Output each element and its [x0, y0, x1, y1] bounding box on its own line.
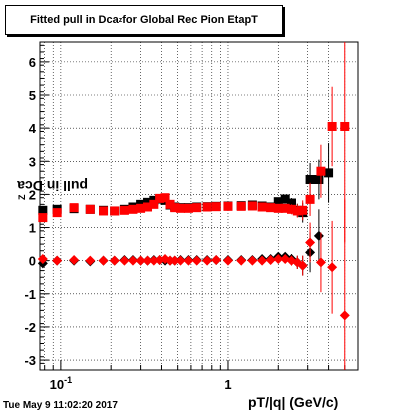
diamond-marker	[315, 257, 326, 268]
x-tick-label: 10-1	[50, 375, 72, 392]
diamond-marker	[169, 255, 180, 266]
square-marker	[143, 197, 153, 207]
square-marker	[340, 121, 350, 131]
square-marker	[305, 174, 315, 184]
square-marker	[136, 203, 146, 213]
square-marker	[280, 203, 290, 213]
square-marker	[165, 199, 175, 209]
square-marker	[99, 206, 109, 216]
square-marker	[110, 206, 120, 216]
y-axis-label-sub: Z	[16, 194, 27, 201]
square-marker	[266, 203, 276, 213]
chart-title: Fitted pull in Dca z for Global Rec Pion …	[5, 5, 283, 35]
square-marker	[211, 202, 221, 212]
y-tick-label: 3	[29, 154, 36, 169]
square-marker	[298, 205, 308, 215]
chart-title-suffix: for Global Rec Pion EtapT	[122, 14, 258, 26]
diamond-marker	[52, 255, 63, 266]
y-axis-label-text: pull in Dca	[17, 178, 88, 194]
square-marker	[273, 197, 283, 207]
square-marker	[155, 193, 165, 203]
diamond-marker	[236, 255, 247, 266]
square-marker	[38, 205, 48, 215]
y-tick-label: 5	[29, 88, 36, 103]
diamond-marker	[247, 255, 258, 266]
square-marker	[324, 168, 334, 178]
diamond-marker	[222, 255, 233, 266]
data-markers	[37, 42, 350, 370]
chart-title-prefix: Fitted pull in Dca	[30, 14, 119, 26]
diamond-marker	[183, 255, 194, 266]
square-marker	[170, 203, 180, 213]
diamond-marker	[85, 255, 96, 266]
chart-title-sub: z	[118, 16, 123, 24]
diamond-marker	[202, 255, 213, 266]
timestamp: Tue May 9 11:02:20 2017	[3, 400, 118, 411]
square-marker	[257, 202, 267, 212]
y-tick-label: -1	[24, 287, 36, 302]
diamond-marker	[339, 310, 350, 321]
diamond-marker	[327, 262, 338, 273]
diamond-marker	[211, 255, 222, 266]
diamond-marker	[313, 230, 324, 241]
diamond-marker	[98, 255, 109, 266]
diamond-marker	[305, 237, 316, 248]
diamond-marker	[297, 260, 308, 271]
diamond-marker	[135, 255, 146, 266]
square-marker	[280, 194, 290, 204]
x-axis-label: pT/|q| (GeV/c)	[248, 394, 339, 410]
square-marker	[305, 194, 315, 204]
square-marker	[202, 202, 212, 212]
diamond-marker	[109, 255, 120, 266]
square-marker	[160, 193, 170, 203]
diamond-marker	[154, 255, 165, 266]
y-tick-label: 6	[29, 55, 36, 70]
axis-ticks	[40, 44, 359, 371]
diamond-marker	[119, 255, 130, 266]
square-marker	[236, 201, 246, 211]
y-tick-label: 0	[29, 254, 36, 269]
square-marker	[143, 202, 153, 212]
diamond-marker	[148, 255, 159, 266]
diamond-marker	[127, 255, 138, 266]
square-marker	[316, 166, 326, 176]
square-marker	[287, 204, 297, 214]
square-marker	[314, 174, 324, 184]
square-marker	[192, 203, 202, 213]
square-marker	[273, 203, 283, 213]
square-marker	[327, 121, 337, 131]
x-tick-label: 1	[224, 377, 231, 392]
diamond-marker	[142, 255, 153, 266]
diamond-marker	[191, 255, 202, 266]
square-marker	[292, 206, 302, 216]
square-marker	[176, 203, 186, 213]
tick-labels: -3 -2 -1 0 1 2 3 4 5 6 10-1 1	[24, 55, 231, 392]
diamond-marker	[265, 255, 276, 266]
square-marker	[85, 204, 95, 214]
diamond-marker	[175, 255, 186, 266]
square-marker	[223, 201, 233, 211]
square-marker	[38, 213, 48, 223]
y-tick-label: -3	[24, 353, 36, 368]
y-tick-label: 2	[29, 187, 36, 202]
square-marker	[119, 205, 129, 215]
diamond-marker	[257, 255, 268, 266]
diamond-marker	[273, 254, 284, 265]
y-tick-label: -2	[24, 320, 36, 335]
diamond-marker	[69, 255, 80, 266]
diamond-marker	[37, 254, 48, 265]
y-tick-label: 1	[29, 221, 36, 236]
square-marker	[149, 199, 159, 209]
y-axis-label: pull in Dca Z	[2, 120, 88, 200]
square-marker	[128, 204, 138, 214]
square-marker	[69, 203, 79, 213]
square-marker	[287, 198, 297, 208]
square-marker	[52, 208, 62, 218]
square-marker	[183, 203, 193, 213]
y-tick-label: 4	[29, 121, 37, 136]
square-marker	[247, 201, 257, 211]
